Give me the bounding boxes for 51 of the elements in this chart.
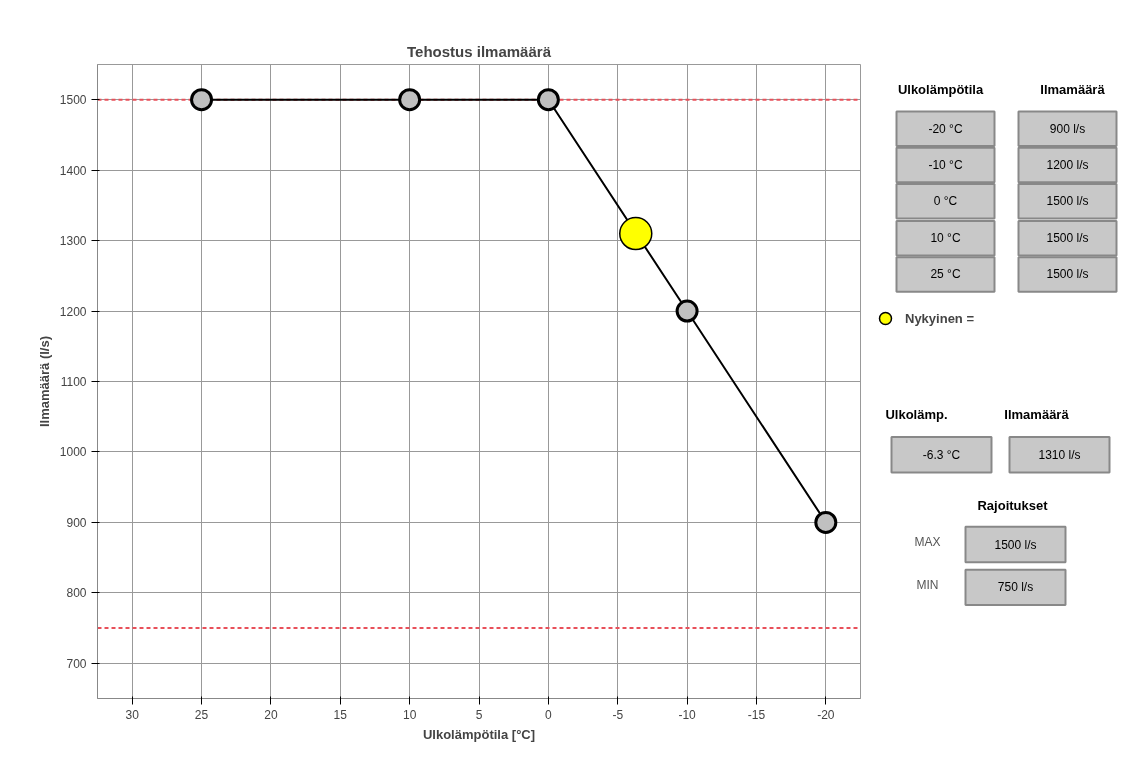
- text: 1500 l/s: [1046, 194, 1089, 209]
- point: [398, 88, 422, 112]
- text: Ilmamäärä: [1004, 406, 1070, 422]
- y-tick-label: 1400: [59, 163, 87, 178]
- y-tick-label: 900: [66, 515, 87, 530]
- point: [814, 510, 838, 534]
- legend-label: Nykyinen =: [905, 310, 975, 326]
- x-tick-label: -15: [747, 707, 766, 722]
- text: 1500 l/s: [1046, 231, 1089, 246]
- text: 0 °C: [933, 194, 958, 209]
- text: 900 l/s: [1049, 121, 1086, 136]
- text: 1500 l/s: [994, 537, 1037, 552]
- text: Ilmamäärä: [1040, 81, 1106, 97]
- text: MIN: [916, 577, 939, 592]
- text: Ulkolämp.: [885, 406, 948, 422]
- point: [675, 299, 699, 323]
- text: -10 °C: [928, 157, 963, 172]
- chart-title: Tehostus ilmamäärä: [407, 42, 552, 60]
- y-tick-label: 800: [66, 586, 87, 601]
- point: [619, 216, 653, 251]
- text: 10 °C: [930, 231, 961, 246]
- x-tick-label: 5: [475, 707, 483, 722]
- y-tick-label: 1500: [59, 93, 87, 108]
- text: -20 °C: [928, 121, 963, 136]
- x-tick-label: 0: [545, 707, 553, 722]
- y-tick-label: 1300: [59, 234, 87, 249]
- x-tick-label: -20: [817, 707, 835, 722]
- x-tick-label: 10: [402, 707, 417, 722]
- y-tick-label: 1200: [59, 304, 87, 319]
- y-axis-title: Ilmamäärä (l/s): [36, 335, 52, 428]
- text: Ulkolämpötila: [897, 81, 984, 97]
- x-tick-label: -5: [612, 707, 624, 722]
- text: 1500 l/s: [1046, 267, 1089, 282]
- x-tick-label: 20: [264, 707, 278, 722]
- text: 750 l/s: [997, 580, 1034, 595]
- y-tick-label: 1000: [59, 445, 87, 460]
- y-tick-label: 1100: [60, 375, 87, 389]
- text: -6.3 °C: [922, 447, 961, 462]
- x-axis-title: Ulkolämpötila [°C]: [422, 726, 536, 742]
- text: Rajoitukset: [977, 497, 1049, 513]
- point: [536, 88, 560, 112]
- x-tick-label: 15: [333, 707, 348, 722]
- point: [190, 88, 214, 112]
- x-tick-label: 25: [194, 707, 209, 722]
- x-tick-label: 30: [125, 707, 140, 722]
- y-tick-label: 700: [66, 656, 87, 671]
- text: MAX: [914, 535, 941, 550]
- text: 1200 l/s: [1046, 157, 1089, 172]
- x-tick-label: -10: [678, 707, 697, 722]
- text: 1310 l/s: [1038, 447, 1081, 462]
- text: 25 °C: [930, 267, 961, 282]
